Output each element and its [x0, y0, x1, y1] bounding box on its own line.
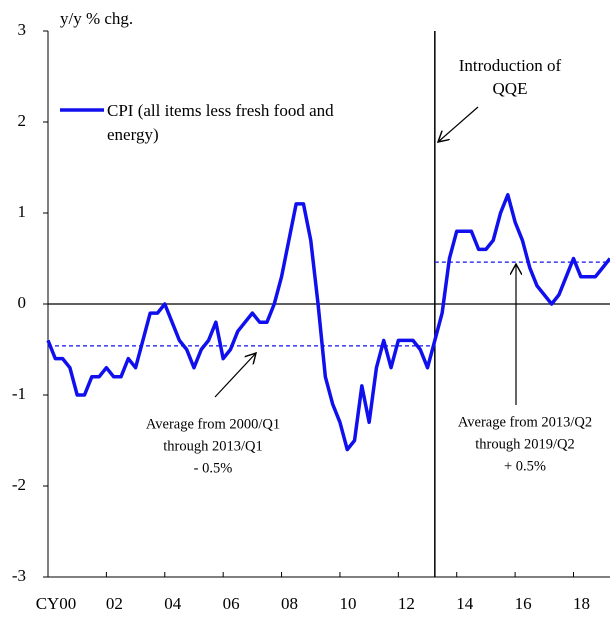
average-label: - 0.5% [194, 460, 233, 476]
y-axis-label: y/y % chg. [60, 9, 133, 28]
average-label: + 0.5% [504, 458, 546, 474]
average-label: through 2013/Q1 [163, 438, 262, 454]
x-tick-label: 06 [223, 594, 240, 613]
y-tick-label: -1 [12, 384, 26, 403]
legend-label: CPI (all items less fresh food and energ… [107, 101, 334, 144]
x-tick-label: 12 [398, 594, 415, 613]
arrow [214, 353, 256, 398]
arrow [438, 106, 479, 142]
series-line [46, 193, 610, 452]
y-tick-label: 3 [18, 20, 27, 39]
x-tick-label: CY00 [36, 594, 77, 613]
x-tick-label: 18 [573, 594, 590, 613]
average-label: through 2019/Q2 [475, 436, 574, 452]
y-tick-label: -2 [12, 475, 26, 494]
x-tick-label: 10 [339, 594, 356, 613]
event-label: Introduction of [459, 56, 562, 75]
x-tick-label: 08 [281, 594, 298, 613]
x-tick-label: 04 [164, 594, 182, 613]
x-tick-label: 14 [456, 594, 474, 613]
x-tick-label: 16 [515, 594, 532, 613]
average-label: Average from 2013/Q2 [458, 414, 592, 430]
y-tick-label: 2 [18, 111, 27, 130]
y-tick-label: -3 [12, 566, 26, 585]
y-tick-label: 1 [18, 202, 27, 221]
average-label: Average from 2000/Q1 [146, 416, 280, 432]
y-tick-label: 0 [18, 293, 27, 312]
event-label: QQE [493, 79, 528, 98]
x-tick-label: 02 [106, 594, 123, 613]
